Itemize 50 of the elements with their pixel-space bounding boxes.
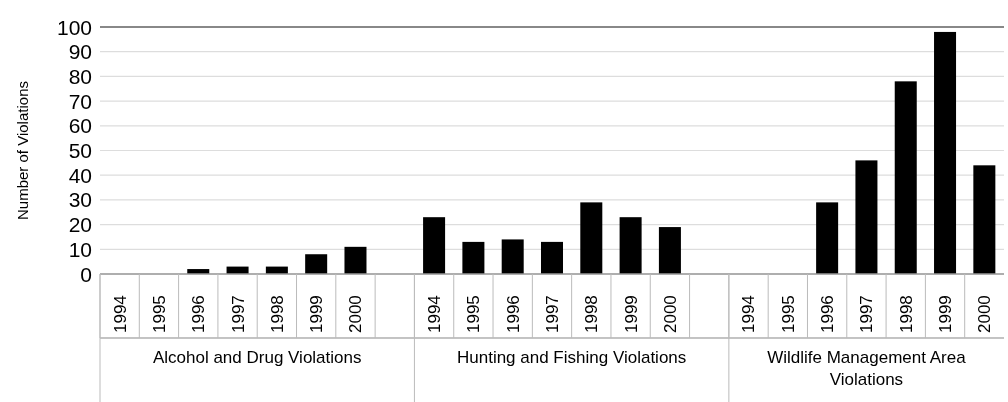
bar xyxy=(894,81,917,274)
x-tick-label: 1999 xyxy=(935,295,955,333)
x-tick-label: 1994 xyxy=(110,295,130,333)
x-tick-label: 1996 xyxy=(189,295,209,333)
x-tick-label: 1996 xyxy=(503,295,523,333)
bar xyxy=(423,217,446,274)
bar xyxy=(462,241,485,274)
bar xyxy=(973,165,996,274)
x-tick-label: 1995 xyxy=(464,295,484,333)
x-tick-label: 1999 xyxy=(307,295,327,333)
text: Wildlife Management Area Violations xyxy=(767,348,967,389)
y-tick-label: 40 xyxy=(68,163,92,187)
x-tick-label: 1997 xyxy=(542,295,562,333)
x-tick-label: 2000 xyxy=(660,295,680,333)
x-tick-label: 1995 xyxy=(149,295,169,333)
text: Alcohol and Drug Violations xyxy=(152,348,362,367)
y-tick-label: 30 xyxy=(68,188,92,212)
y-tick-label: 10 xyxy=(68,237,92,261)
y-tick-label: 100 xyxy=(56,15,92,39)
bar xyxy=(580,202,603,274)
text: Hunting and Fishing Violations xyxy=(456,348,687,367)
bar xyxy=(855,160,878,274)
y-tick-label: 70 xyxy=(68,89,92,113)
x-tick-label: 2000 xyxy=(975,295,995,333)
y-axis-title: Number of Violations xyxy=(14,81,31,220)
y-tick-label: 80 xyxy=(68,64,92,88)
x-tick-label: 1997 xyxy=(857,295,877,333)
bar xyxy=(501,239,524,274)
y-tick-label: 20 xyxy=(68,213,92,237)
bar xyxy=(619,217,642,274)
bar xyxy=(541,241,564,274)
x-tick-label: 1997 xyxy=(228,295,248,333)
x-tick-label: 1999 xyxy=(621,295,641,333)
x-tick-label: 1994 xyxy=(739,295,759,333)
bar xyxy=(934,31,957,274)
x-tick-label: 2000 xyxy=(346,295,366,333)
x-tick-label: 1998 xyxy=(582,295,602,333)
x-tick-label: 1996 xyxy=(818,295,838,333)
bar xyxy=(305,254,328,274)
y-tick-label: 60 xyxy=(68,114,92,138)
bar xyxy=(344,246,367,274)
bar xyxy=(816,202,839,274)
x-tick-label: 1995 xyxy=(778,295,798,333)
x-tick-label: 1998 xyxy=(267,295,287,333)
y-tick-label: 90 xyxy=(68,40,92,64)
y-tick-label: 0 xyxy=(80,262,92,286)
bar xyxy=(658,227,681,274)
x-tick-label: 1994 xyxy=(425,295,445,333)
y-tick-label: 50 xyxy=(68,139,92,163)
x-tick-label: 1998 xyxy=(896,295,916,333)
